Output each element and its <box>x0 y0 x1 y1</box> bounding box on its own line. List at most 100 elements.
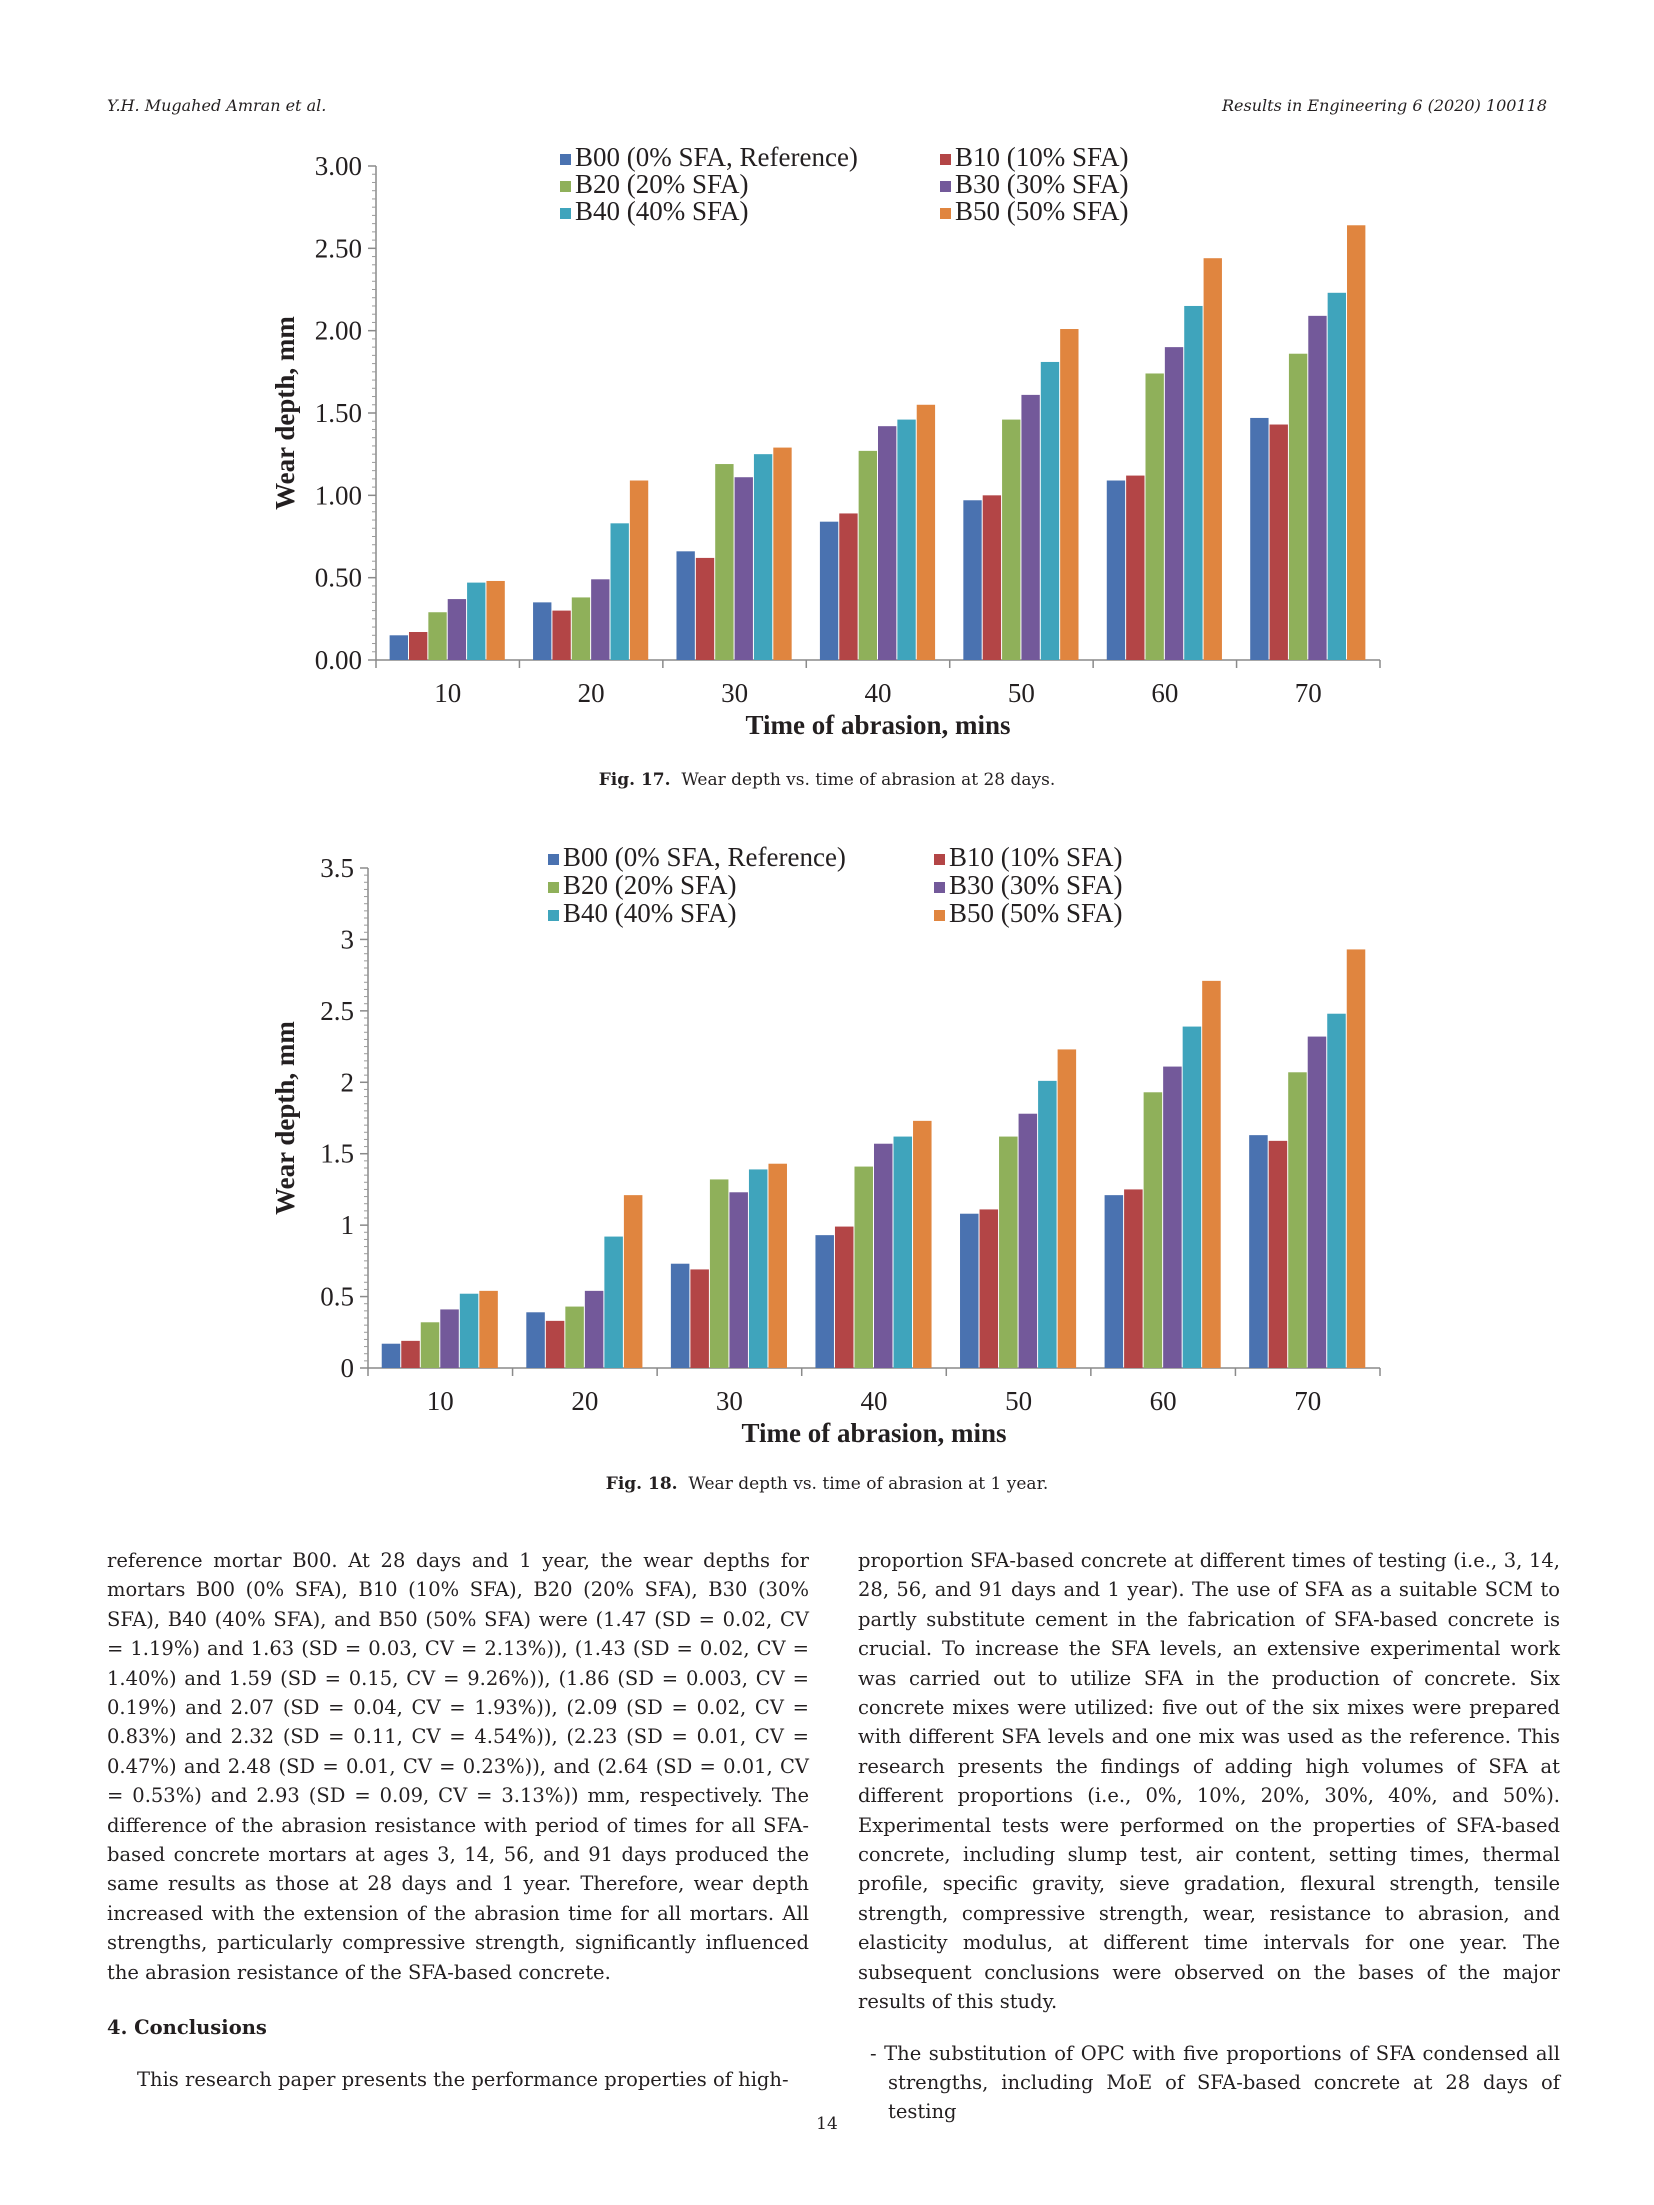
bar-B20 <box>1143 1092 1163 1368</box>
running-header-authors: Y.H. Mugahed Amran et al. <box>107 96 327 115</box>
legend-label: B20 (20% SFA) <box>575 169 749 199</box>
x-tick-label: 40 <box>865 678 892 708</box>
bar-B00 <box>1104 1195 1124 1368</box>
bar-B20 <box>1002 419 1021 660</box>
bar-B00 <box>1250 417 1269 660</box>
y-tick-label: 3 <box>341 924 355 954</box>
legend-label: B50 (50% SFA) <box>949 898 1123 928</box>
x-tick-label: 40 <box>861 1386 888 1416</box>
bar-B00 <box>960 1213 979 1368</box>
bar-B10 <box>552 610 571 660</box>
bar-B20 <box>420 1322 440 1368</box>
y-tick-label: 0.00 <box>315 645 362 675</box>
legend-swatch <box>560 154 571 165</box>
bar-B30 <box>584 1290 604 1368</box>
x-tick-label: 10 <box>427 1386 454 1416</box>
legend-label: B30 (30% SFA) <box>949 870 1123 900</box>
page-number: 14 <box>816 2114 838 2134</box>
conclusion-bullet: - The substitution of OPC with five prop… <box>870 2041 1560 2124</box>
bar-B40 <box>1327 292 1347 660</box>
bar-B50 <box>773 447 792 660</box>
bar-B10 <box>982 495 1002 660</box>
legend-swatch <box>934 910 945 921</box>
bar-B30 <box>1308 315 1327 660</box>
bar-B40 <box>1182 1026 1202 1368</box>
bar-B50 <box>1346 949 1366 1368</box>
bar-B30 <box>1163 1066 1182 1368</box>
bar-B10 <box>1268 1140 1288 1368</box>
legend-swatch <box>548 854 559 865</box>
legend-swatch <box>940 181 951 192</box>
bar-B10 <box>839 513 858 660</box>
y-tick-label: 3.5 <box>320 853 354 883</box>
bar-B00 <box>676 551 695 660</box>
bar-B20 <box>854 1166 873 1368</box>
bar-B40 <box>610 523 629 660</box>
legend-label: B10 (10% SFA) <box>955 142 1129 172</box>
running-header-journal: Results in Engineering 6 (2020) 100118 <box>1222 96 1547 115</box>
body-paragraph: proportion SFA-based concrete at differe… <box>858 1549 1560 2014</box>
bar-B50 <box>916 404 936 660</box>
x-axis-label: Time of abrasion, mins <box>741 1418 1006 1448</box>
y-tick-label: 1.5 <box>320 1139 354 1169</box>
bar-B40 <box>604 1236 623 1368</box>
legend-swatch <box>548 910 559 921</box>
right-column: proportion SFA-based concrete at differe… <box>858 1546 1560 2127</box>
bar-B10 <box>545 1320 565 1368</box>
y-tick-label: 1.50 <box>315 398 362 428</box>
bar-B30 <box>591 579 610 660</box>
bar-B30 <box>1164 347 1184 660</box>
x-tick-label: 30 <box>721 678 748 708</box>
bar-B10 <box>1269 424 1288 660</box>
y-tick-label: 1.00 <box>315 480 362 510</box>
bar-B30 <box>440 1309 459 1368</box>
body-paragraph: reference mortar B00. At 28 days and 1 y… <box>107 1549 809 1984</box>
bar-B50 <box>623 1195 643 1368</box>
x-tick-label: 20 <box>571 1386 598 1416</box>
bar-B00 <box>526 1312 545 1368</box>
bar-B20 <box>428 612 447 660</box>
bar-B50 <box>913 1120 932 1368</box>
body-paragraph: This research paper presents the perform… <box>137 2067 789 2091</box>
bar-B40 <box>893 1136 913 1368</box>
x-tick-label: 70 <box>1295 678 1322 708</box>
x-tick-label: 60 <box>1151 678 1178 708</box>
bar-B50 <box>1060 329 1079 660</box>
y-tick-label: 0.5 <box>320 1282 354 1312</box>
bar-B10 <box>979 1209 999 1368</box>
y-axis-label: Wear depth, mm <box>270 1021 300 1215</box>
bar-B40 <box>748 1169 768 1368</box>
y-tick-label: 2.00 <box>315 316 362 346</box>
bar-B10 <box>834 1226 854 1368</box>
bar-B50 <box>629 480 649 660</box>
bar-B40 <box>1040 361 1060 660</box>
y-tick-label: 2.5 <box>320 996 354 1026</box>
figure-17-caption: Fig. 17. Wear depth vs. time of abrasion… <box>0 770 1654 790</box>
bar-B10 <box>690 1269 709 1368</box>
legend-label: B50 (50% SFA) <box>955 196 1129 226</box>
bar-B50 <box>486 580 505 660</box>
bar-B30 <box>1021 394 1040 660</box>
bar-B20 <box>1288 1072 1307 1368</box>
bar-B10 <box>1124 1189 1143 1368</box>
bar-B50 <box>479 1290 498 1368</box>
section-heading-conclusions: 4. Conclusions <box>107 2016 267 2040</box>
bar-B50 <box>1202 980 1221 1368</box>
legend-label: B00 (0% SFA, Reference) <box>563 842 846 872</box>
y-tick-label: 2.50 <box>315 233 362 263</box>
bar-B10 <box>408 632 428 660</box>
bar-B00 <box>1106 480 1126 660</box>
bar-B40 <box>753 454 773 660</box>
y-tick-label: 1 <box>341 1210 355 1240</box>
bar-B50 <box>1203 258 1222 660</box>
figure-18-chart: 0 0.5 1 1.5 2 2.5 3 3.5 10 20 30 40 50 60 70 Time of ab… <box>270 842 1381 1448</box>
bar-B30 <box>447 599 467 660</box>
bar-B20 <box>565 1306 584 1368</box>
figure-18-caption-text: Wear depth vs. time of abrasion at 1 yea… <box>688 1474 1049 1494</box>
bar-B10 <box>695 557 715 660</box>
bar-B40 <box>1184 305 1203 660</box>
legend-swatch <box>934 882 945 893</box>
bar-B30 <box>734 477 753 660</box>
bar-B30 <box>1307 1036 1327 1368</box>
legend-label: B40 (40% SFA) <box>563 898 737 928</box>
